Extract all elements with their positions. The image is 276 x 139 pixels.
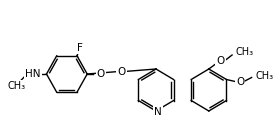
Text: O: O — [97, 69, 105, 79]
Text: O: O — [118, 66, 126, 76]
Text: HN: HN — [25, 69, 41, 79]
Text: F: F — [77, 43, 83, 53]
Text: CH₃: CH₃ — [236, 47, 254, 57]
Text: CH₃: CH₃ — [7, 81, 26, 91]
Text: O: O — [216, 56, 225, 66]
Text: CH₃: CH₃ — [256, 70, 274, 80]
Text: O: O — [236, 76, 244, 86]
Text: N: N — [154, 107, 162, 117]
